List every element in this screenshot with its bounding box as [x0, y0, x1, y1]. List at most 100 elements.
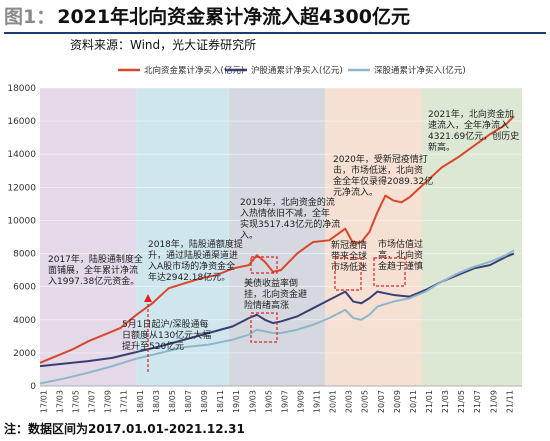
x-tick-label: 19/09	[296, 390, 305, 413]
y-axis-ticks: 0 2000 4000 6000 8000 10000 12000 14000 16000 180…	[7, 84, 36, 392]
x-tick-label: 21/03	[441, 390, 450, 413]
annotation-0: 2017年，陆股通制度全面铺展，全年累计净流入1997.38亿元资金。	[48, 253, 143, 287]
annotation-line: 年达2942.18亿元。	[148, 271, 230, 283]
band-3	[325, 88, 422, 386]
annotation-line: 实现3517.43亿元的净流	[240, 218, 340, 230]
annotation-line: 2019年，北向资金的流	[240, 196, 335, 208]
annotations: 2017年，陆股通制度全面铺展，全年累计净流入1997.38亿元资金。2018年…	[48, 108, 519, 372]
annotation-line: 高，北向资	[378, 249, 423, 261]
annotation-line: 2021年，北向资金加	[428, 108, 514, 120]
annotation-text-7: 市场估值过高，北向资金趋于谨慎	[378, 238, 423, 272]
x-tick-label: 18/07	[184, 390, 193, 413]
annotation-text-6: 新冠疫情带来全球市场低迷	[331, 239, 367, 273]
annotation-text-5: 2020年，受新冠疫情打击，市场低迷，北向资金全年仅录得2089.32亿元净流入…	[333, 153, 433, 198]
north-series-line	[39, 115, 515, 364]
annotation-line: 5月1日起沪/深股通每	[122, 318, 209, 330]
annotation-line: 险情绪高涨	[244, 299, 289, 311]
y-tick-label: 18000	[7, 84, 36, 94]
y-tick-label: 6000	[13, 283, 36, 293]
annotation-line: 入A股市场的净资金全	[148, 260, 235, 272]
annotation-line: 新冠疫情	[331, 239, 367, 251]
annotation-line: 美债收益率倒	[244, 277, 298, 289]
annotation-text-3: 2019年，北向资金的流入热情依旧不减，全年实现3517.43亿元的净流入。	[240, 196, 340, 241]
y-tick-label: 0	[30, 382, 36, 392]
annotation-7: 市场估值过高，北向资金趋于谨慎	[378, 238, 423, 272]
annotation-5: 2020年，受新冠疫情打击，市场低迷，北向资金全年仅录得2089.32亿元净流入…	[333, 153, 433, 198]
y-tick-label: 14000	[7, 150, 36, 160]
annotation-line: 2020年，受新冠疫情打	[333, 153, 428, 165]
annotation-line: 击，市场低迷，北向资	[333, 164, 423, 176]
x-tick-label: 21/11	[505, 390, 514, 413]
y-tick-label: 10000	[7, 216, 36, 226]
annotation-line: 新高。	[428, 141, 455, 153]
x-tick-label: 19/03	[248, 390, 257, 413]
annotation-8: 2021年，北向资金加速流入，全年净流入 4321.69亿元，创历史新高。	[428, 108, 519, 153]
y-tick-label: 16000	[7, 117, 36, 127]
footnote: 注：数据区间为2017.01.01-2021.12.31	[4, 422, 245, 436]
x-tick-label: 20/05	[361, 390, 370, 413]
figure-title: 图1： 2021年北向资金累计净流入超4300亿元	[4, 2, 546, 34]
x-tick-label: 17/09	[104, 390, 113, 413]
x-tick-label: 20/11	[409, 390, 418, 413]
annotation-line: 升，通过陆股通渠道进	[148, 249, 238, 261]
x-tick-label: 21/07	[473, 390, 482, 413]
annotation-text-8: 2021年，北向资金加速流入，全年净流入 4321.69亿元，创历史新高。	[428, 108, 519, 153]
legend: 北向资金累计净买入(亿元) 沪股通累计净买入(亿元) 深股通累计净买入(亿元)	[118, 65, 466, 76]
x-tick-label: 17/01	[39, 390, 48, 413]
y-gridlines	[40, 87, 522, 387]
x-tick-label: 21/05	[457, 390, 466, 413]
y-tick-label: 4000	[13, 316, 36, 326]
annotation-text-4: 美债收益率倒挂，北向资金避险情绪高涨	[244, 277, 307, 311]
annotation-line: 4321.69亿元，创历史	[428, 130, 519, 142]
period-bands	[40, 88, 522, 386]
source-text: 资料来源：Wind，光大证券研究所	[70, 38, 257, 52]
series-lines	[39, 115, 515, 385]
annotation-line: 金全年仅录得2089.32亿	[333, 175, 433, 187]
x-tick-label: 17/07	[88, 390, 97, 413]
annotation-text-0: 2017年，陆股通制度全面铺展，全年累计净流入1997.38亿元资金。	[48, 253, 143, 287]
annotation-line: 市场低迷	[331, 261, 367, 273]
shenzhen-series-line	[39, 249, 515, 385]
figure-title-text: 2021年北向资金累计净流入超4300亿元	[57, 6, 410, 28]
x-tick-label: 17/11	[120, 390, 129, 413]
annotation-line: 元净流入。	[333, 186, 378, 198]
x-tick-label: 20/01	[329, 390, 338, 413]
x-tick-label: 21/01	[425, 390, 434, 413]
annotation-arrow-head	[144, 294, 152, 302]
highlight-box-1	[250, 312, 278, 343]
x-tick-label: 17/03	[55, 390, 64, 413]
y-tick-label: 8000	[13, 250, 36, 260]
annotation-line: 2017年，陆股通制度全	[48, 253, 143, 265]
annotation-line: 挂，北向资金避	[244, 288, 307, 300]
annotation-text-2: 5月1日起沪/深股通每日额度从130亿元大幅提升至520亿元	[122, 318, 211, 352]
band-1	[136, 88, 229, 386]
annotation-line: 入1997.38亿元资金。	[48, 275, 139, 287]
annotation-line: 入热情依旧不减，全年	[240, 207, 330, 219]
y-tick-label: 2000	[13, 349, 36, 359]
x-tick-label: 21/09	[489, 390, 498, 413]
x-tick-label: 19/07	[280, 390, 289, 413]
highlight-box-2	[334, 257, 362, 291]
highlight-box-0	[250, 256, 278, 274]
x-tick-label: 19/01	[232, 390, 241, 413]
annotation-line: 面铺展，全年累计净流	[48, 264, 138, 276]
x-tick-label: 19/11	[313, 390, 322, 413]
annotation-line: 2018年，陆股通额度提	[148, 238, 243, 250]
legend-label-1: 沪股通累计净买入(亿元)	[251, 65, 343, 76]
annotation-line: 入。	[240, 230, 258, 241]
band-4	[421, 88, 522, 386]
y-tick-label: 12000	[7, 183, 36, 193]
annotation-3: 2019年，北向资金的流入热情依旧不减，全年实现3517.43亿元的净流入。	[240, 196, 340, 241]
annotation-1: 2018年，陆股通额度提升，通过陆股通渠道进入A股市场的净资金全年达2942.1…	[148, 238, 243, 283]
x-tick-label: 20/09	[393, 390, 402, 413]
annotation-6: 新冠疫情带来全球市场低迷	[331, 239, 367, 273]
annotation-line: 金趋于谨慎	[378, 260, 423, 272]
annotation-line: 速流入，全年净流入	[428, 119, 509, 131]
band-0	[40, 88, 137, 386]
x-axis-ticks: 17/01 17/03 17/05 17/07 17/09 17/11 18/01 18/03…	[39, 390, 514, 413]
annotation-line: 市场估值过	[378, 238, 423, 250]
x-tick-label: 20/03	[345, 390, 354, 413]
figure-label: 图1：	[4, 6, 56, 28]
x-tick-label: 19/05	[264, 390, 273, 413]
